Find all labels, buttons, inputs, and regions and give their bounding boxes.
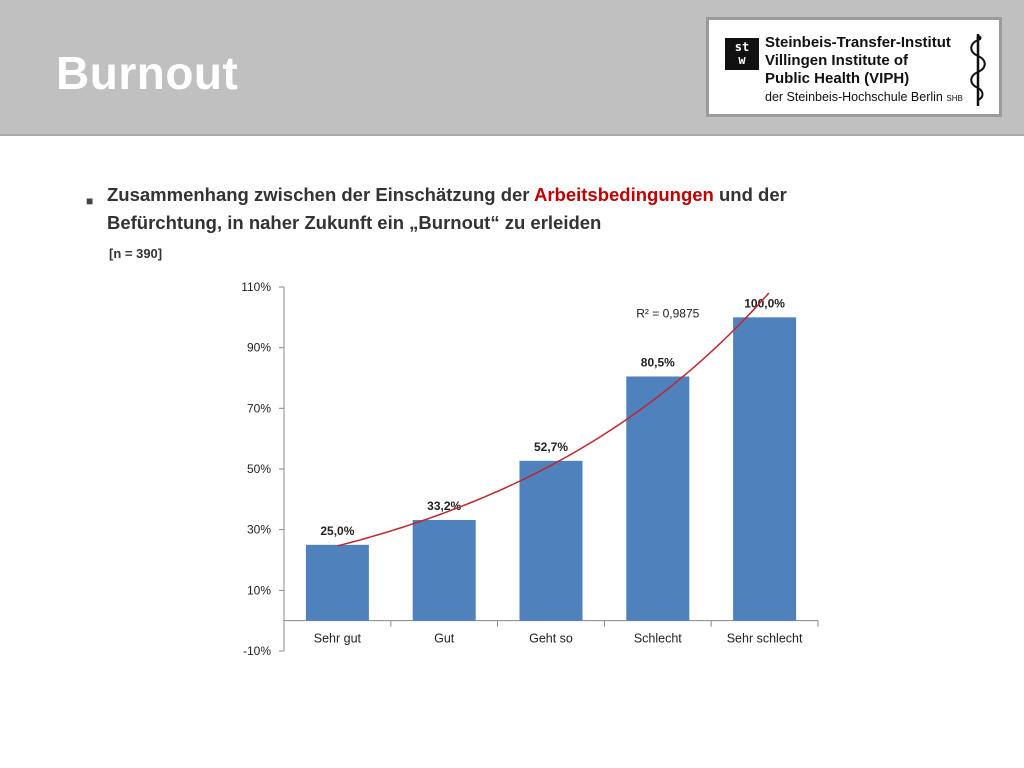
bullet-highlight: Arbeitsbedingungen (533, 184, 714, 205)
category-label: Sehr schlecht (727, 632, 803, 646)
logo-line-1: Steinbeis-Transfer-Institut (765, 34, 951, 51)
data-label: 80,5% (641, 355, 675, 369)
category-label: Gut (434, 632, 455, 646)
data-label: 25,0% (320, 524, 354, 538)
y-tick-label: 110% (241, 280, 271, 294)
bullet-suffix: und der Befürchtung, in naher Zukunft ei… (107, 184, 787, 233)
y-tick-label: 10% (247, 583, 271, 597)
logo-line-2: Villingen Institute of (765, 52, 909, 69)
data-label: 100,0% (744, 296, 785, 310)
bullet-text: Zusammenhang zwischen der Einschätzung d… (107, 181, 847, 237)
data-label: 33,2% (427, 499, 461, 513)
logo-sub-small: SHB (946, 94, 963, 103)
institute-logo: st w Steinbeis-Transfer-Institut Villing… (706, 17, 1002, 117)
square-bullet-icon: ■ (86, 194, 94, 208)
bar-sehr-gut (305, 544, 369, 621)
data-label: 52,7% (534, 440, 568, 454)
y-tick-label: -10% (243, 644, 271, 658)
logo-mark-line2: w (738, 53, 746, 67)
sample-size-note: [n = 390] (109, 246, 163, 261)
category-label: Sehr gut (314, 632, 362, 646)
y-tick-label: 50% (247, 462, 271, 476)
logo-line-3: Public Health (VIPH) (765, 70, 910, 87)
y-tick-label: 30% (247, 523, 271, 537)
header-band: Burnout st w Steinbeis-Transfer-Institut… (0, 0, 1024, 136)
logo-sub-text: der Steinbeis-Hochschule Berlin (765, 90, 943, 104)
y-tick-label: 70% (247, 401, 271, 415)
bar-gut (412, 519, 476, 621)
y-tick-label: 90% (247, 341, 271, 355)
logo-subline: der Steinbeis-Hochschule Berlin SHB (765, 90, 963, 104)
slide-title: Burnout (56, 47, 239, 99)
bullet-prefix: Zusammenhang zwischen der Einschätzung d… (107, 184, 534, 205)
stw-logo-icon: st w (725, 38, 759, 70)
logo-mark-line1: st (734, 40, 750, 54)
bar-schlecht (626, 376, 690, 621)
r-squared-label: R² = 0,9875 (636, 306, 699, 320)
bar-geht-so (519, 460, 583, 621)
category-label: Schlecht (634, 632, 682, 646)
aesculapius-staff-icon (970, 34, 986, 106)
category-label: Geht so (529, 632, 573, 646)
bar-sehr-schlecht (733, 317, 797, 621)
exponential-trendline (337, 292, 770, 547)
